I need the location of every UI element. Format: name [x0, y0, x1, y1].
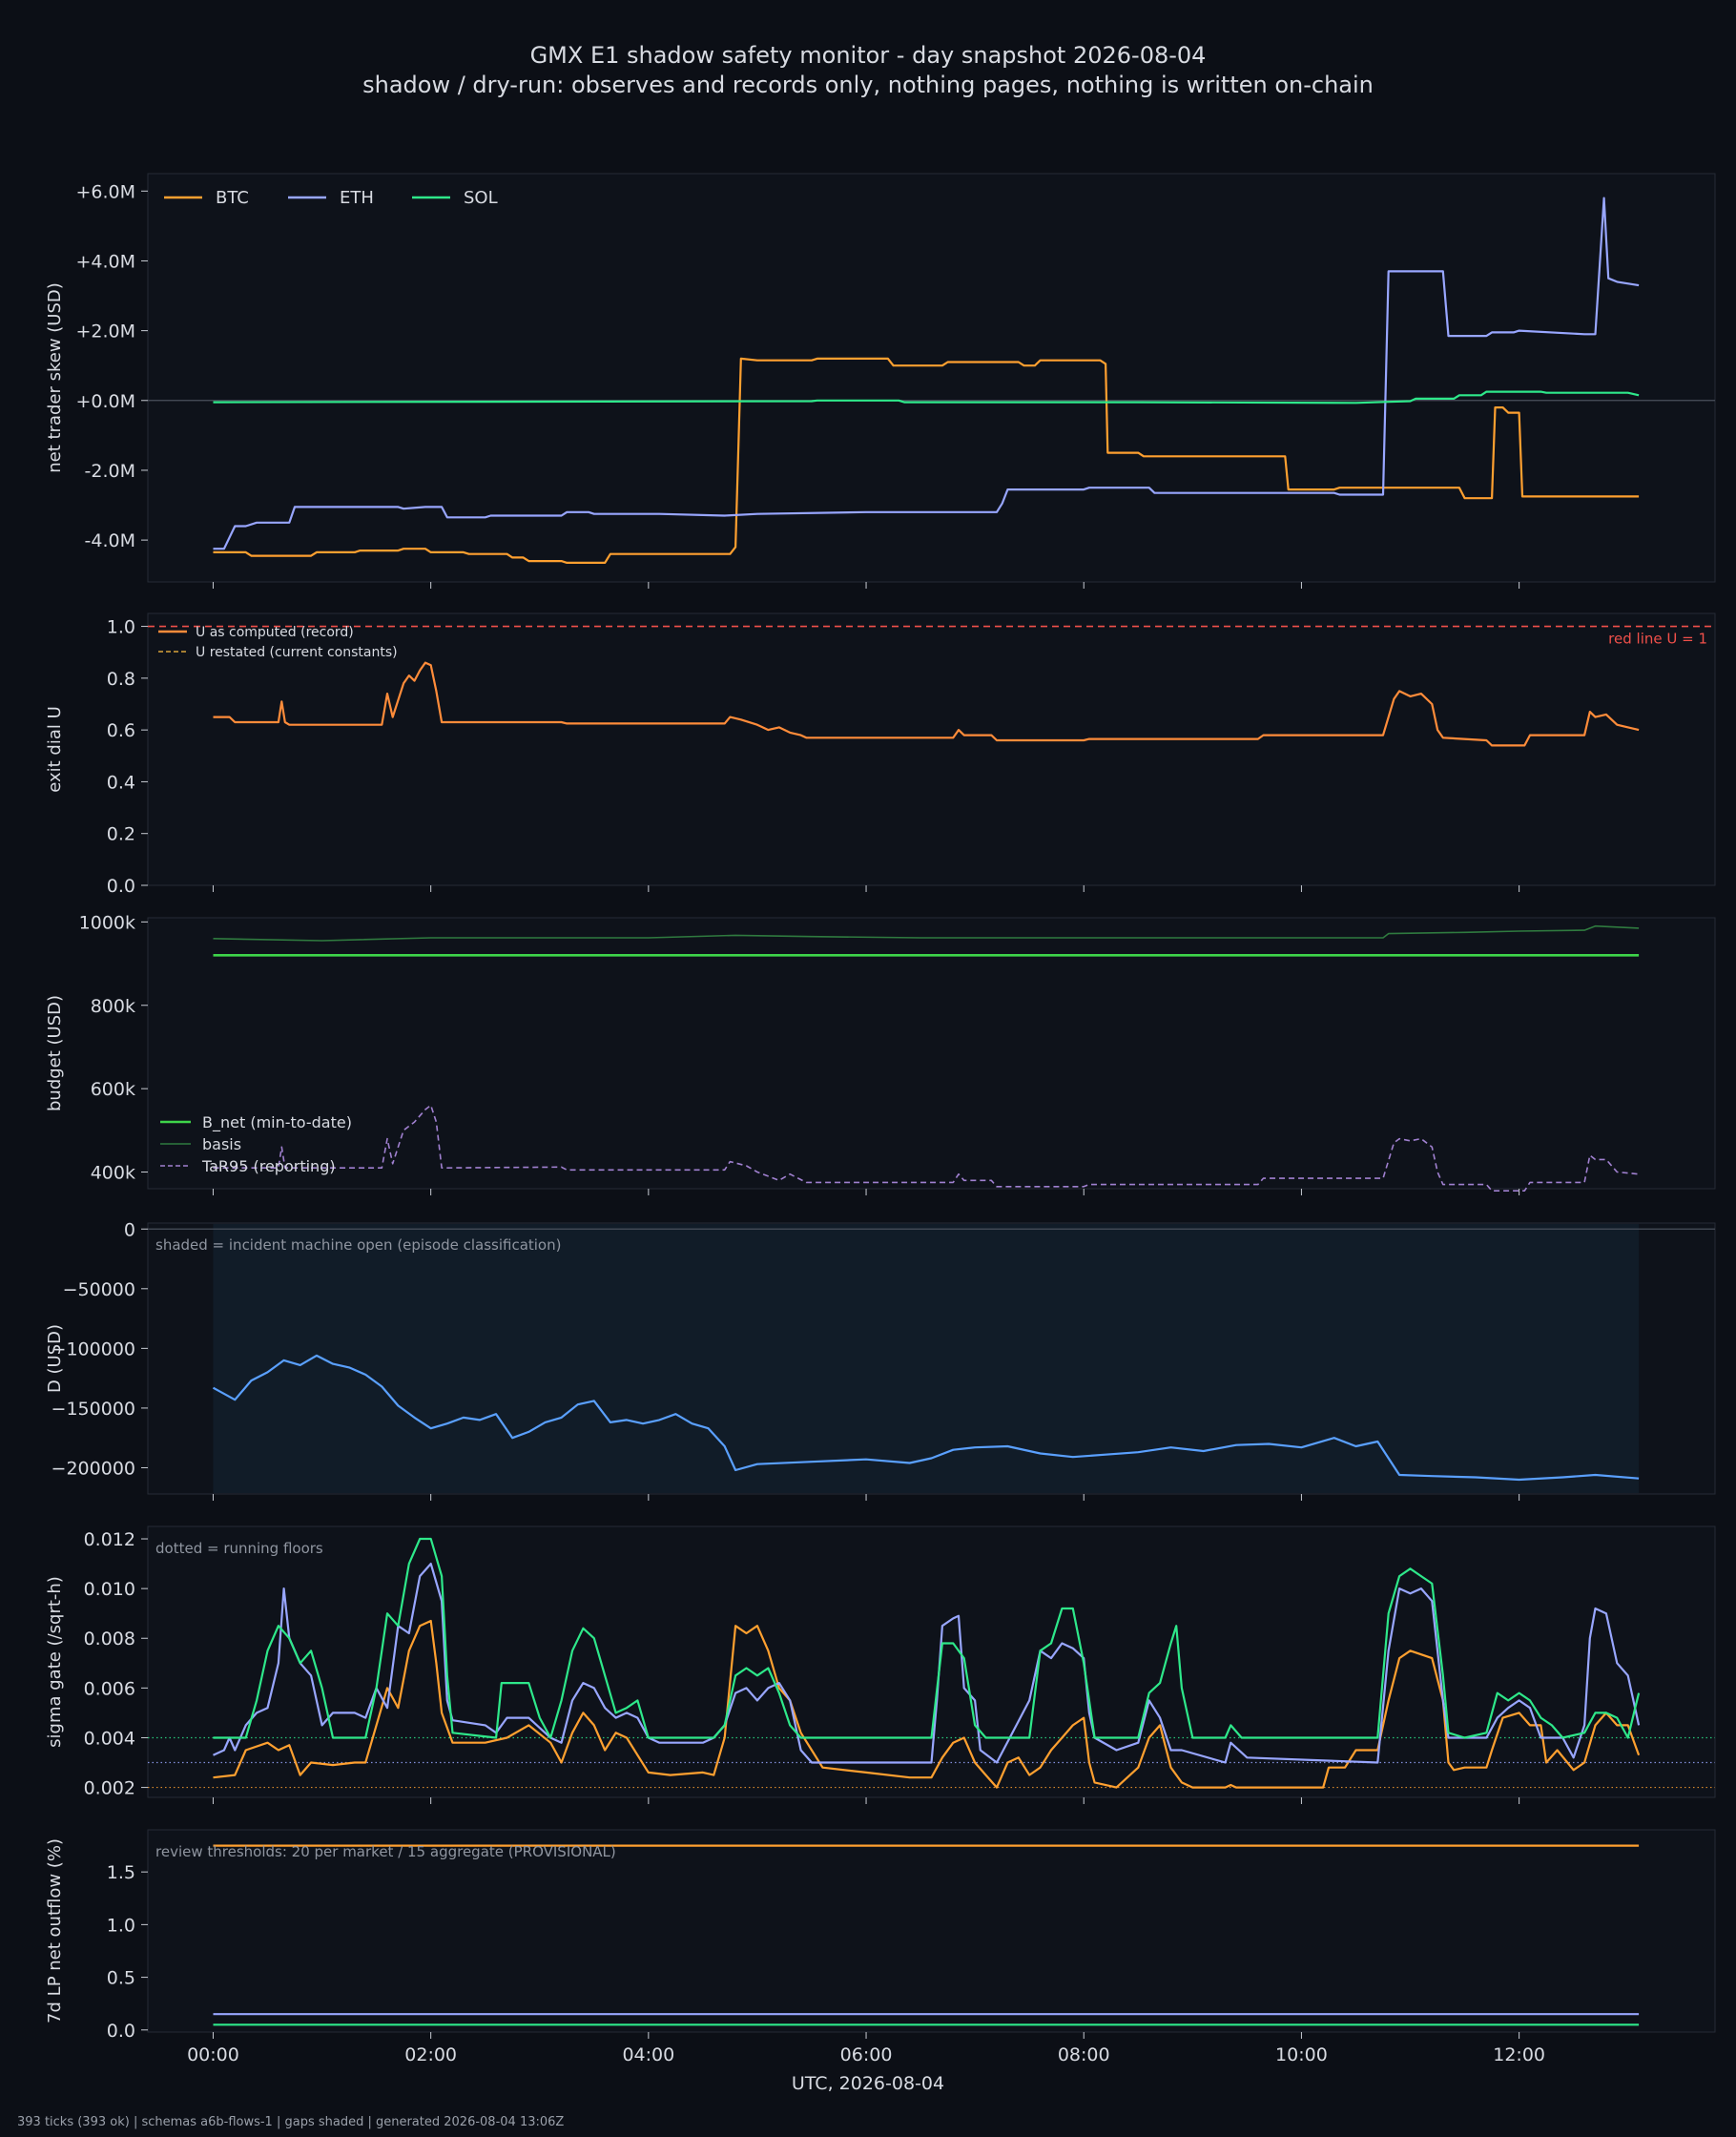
legend-label-budget-1: basis: [202, 1135, 241, 1153]
y-tick-label: 0.002: [84, 1778, 135, 1799]
series-line-sigma-sol: [213, 1537, 1641, 1739]
y-axis-label-outflow: 7d LP net outflow (%): [45, 1838, 65, 2023]
x-tick-label: 10:00: [1275, 2044, 1328, 2065]
y-tick-label: -4.0M: [85, 530, 135, 551]
y-tick-label: -2.0M: [85, 461, 135, 482]
legend-label-budget-2: TaR95 (reporting): [201, 1157, 336, 1175]
legend-label-budget-0: B_net (min-to-date): [202, 1113, 352, 1132]
y-tick-label: 0.8: [107, 669, 135, 690]
panel-budget: 1000k 800k 600k 400k budget (USD) B_net (min-…: [45, 912, 1716, 1195]
panel-note-outflow: review thresholds: 20 per market / 15 ag…: [155, 1843, 616, 1860]
y-tick-label: 0: [124, 1219, 135, 1240]
y-tick-label: 600k: [91, 1079, 135, 1100]
x-tick-label: 04:00: [622, 2044, 674, 2065]
panel-note-sigma: dotted = running floors: [155, 1540, 323, 1557]
plot-area-outflow: [147, 1829, 1716, 2033]
series-line-dial-u-as-computed-record-: [213, 661, 1640, 747]
y-tick-label: 0.5: [107, 1968, 135, 1989]
red-line-label: red line U = 1: [1608, 631, 1707, 648]
figure-subtitle: shadow / dry-run: observes and records o…: [362, 72, 1374, 98]
y-tick-label: 1.0: [107, 1915, 135, 1936]
y-tick-label: 0.4: [107, 772, 135, 793]
panel-dial: 1.0 0.8 0.6 0.4 0.2 0.0 exit dial U red line U …: [45, 612, 1716, 897]
series-line-sigma-btc: [213, 1619, 1641, 1789]
x-axis-label: UTC, 2026-08-04: [792, 2073, 944, 2094]
y-tick-label: +4.0M: [75, 251, 135, 272]
y-tick-label: 0.006: [84, 1678, 135, 1699]
panel-sigma: 0.012 0.010 0.008 0.006 0.004 0.002 sigma gate…: [45, 1525, 1716, 1804]
y-axis-label-dial: exit dial U: [45, 706, 65, 793]
x-tick-label: 02:00: [404, 2044, 457, 2065]
y-tick-label: −150000: [52, 1399, 135, 1420]
incident-shade: [213, 1224, 1640, 1493]
panel-skew: +6.0M +4.0M +2.0M +0.0M -2.0M -4.0M net trader…: [45, 173, 1716, 589]
y-tick-label: 0.010: [84, 1579, 135, 1600]
legend-label-eth: ETH: [340, 188, 374, 208]
y-tick-label: 1000k: [79, 912, 135, 933]
y-tick-label: 0.004: [84, 1728, 135, 1749]
series-line-drawdown-d: [212, 1354, 1640, 1482]
y-tick-label: −50000: [63, 1279, 135, 1300]
panel-drawdown: 0 −50000 −100000 −150000 −200000 D (USD) shade…: [45, 1219, 1716, 1501]
panel-outflow: 1.5 1.0 0.5 0.0 00:00 02:00 04:00 06:00 08:00 10:…: [45, 1829, 1716, 2065]
y-tick-label: 400k: [91, 1163, 135, 1184]
y-tick-label: 0.0: [107, 876, 135, 897]
y-tick-label: +2.0M: [75, 322, 135, 342]
y-tick-label: 0.0: [107, 2021, 135, 2042]
legend-label-btc: BTC: [216, 188, 249, 208]
legend-label-sol: SOL: [464, 188, 498, 208]
y-tick-label: 0.2: [107, 824, 135, 845]
x-tick-label: 08:00: [1058, 2044, 1110, 2065]
plot-area-dial: [147, 612, 1716, 886]
y-tick-label: 0.6: [107, 720, 135, 741]
y-tick-label: 1.0: [107, 617, 135, 638]
y-axis-label-drawdown: D (USD): [45, 1324, 65, 1393]
series-line-skew-sol: [213, 390, 1640, 405]
legend-label-u-computed: U as computed (record): [196, 625, 354, 640]
x-tick-label: 00:00: [187, 2044, 239, 2065]
y-tick-label: −100000: [52, 1338, 135, 1359]
y-tick-label: +6.0M: [75, 181, 135, 202]
y-tick-label: 0.012: [84, 1529, 135, 1550]
y-tick-label: 0.008: [84, 1629, 135, 1649]
footer-status: 393 ticks (393 ok) | schemas a6b-flows-1…: [17, 2115, 564, 2129]
x-tick-label: 06:00: [840, 2044, 893, 2065]
series-line-budget-tar95-reporting-: [213, 1104, 1640, 1192]
series-line-budget-basis: [213, 924, 1640, 942]
y-tick-label: +0.0M: [75, 391, 135, 412]
y-tick-label: 1.5: [107, 1862, 135, 1883]
series-line-sigma-eth: [213, 1562, 1641, 1764]
y-axis-label-skew: net trader skew (USD): [45, 282, 65, 473]
panels: +6.0M +4.0M +2.0M +0.0M -2.0M -4.0M net trader…: [45, 173, 1716, 2065]
legend-label-u-restated: U restated (current constants): [196, 645, 398, 660]
y-axis-label-budget: budget (USD): [45, 995, 65, 1111]
x-tick-label: 12:00: [1493, 2044, 1545, 2065]
y-tick-label: 800k: [91, 996, 135, 1017]
plot-area-skew: [147, 173, 1716, 583]
y-tick-label: −200000: [52, 1458, 135, 1479]
series-line-skew-btc: [213, 357, 1640, 565]
plot-area-budget: [147, 917, 1716, 1190]
series-line-skew-eth: [213, 197, 1640, 550]
panel-note-drawdown: shaded = incident machine open (episode …: [155, 1236, 561, 1254]
figure-title: GMX E1 shadow safety monitor - day snaps…: [530, 42, 1207, 69]
y-axis-label-sigma: sigma gate (/sqrt-h): [45, 1576, 65, 1748]
